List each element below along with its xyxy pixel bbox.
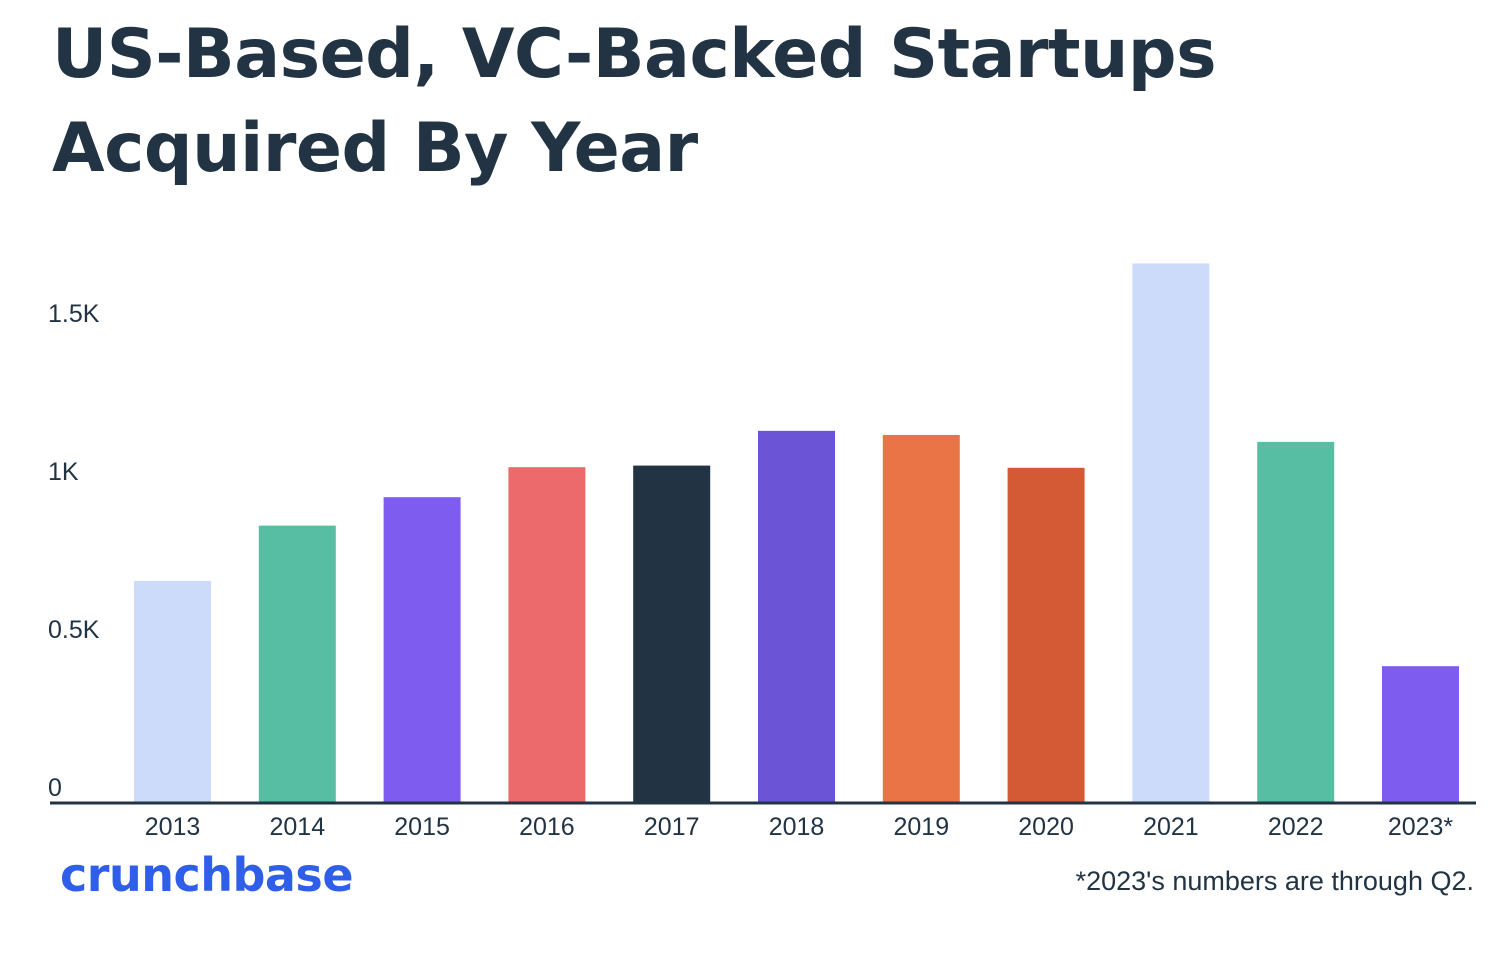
x-tick-label: 2021 — [1143, 813, 1199, 841]
y-tick-label: 1K — [48, 458, 79, 486]
x-tick-label: 2015 — [394, 813, 450, 841]
chart-title: US-Based, VC-Backed Startups Acquired By… — [52, 15, 1217, 188]
x-tick-label: 2017 — [644, 813, 700, 841]
x-tick-label: 2018 — [769, 813, 825, 841]
bar-2018 — [758, 430, 835, 802]
x-tick-label: 2019 — [893, 813, 949, 841]
x-tick-label: 2013 — [145, 813, 201, 841]
x-tick-label: 2014 — [269, 813, 325, 841]
y-tick-label: 0.5K — [48, 616, 100, 644]
bar-2021 — [1132, 263, 1210, 802]
bars — [134, 263, 1459, 802]
bar-2015 — [383, 497, 461, 802]
footnote: *2023's numbers are through Q2. — [1075, 866, 1474, 896]
bar-2016 — [508, 467, 586, 802]
x-tick-label: 2020 — [1018, 813, 1074, 841]
crunchbase-logo: crunchbase — [60, 848, 354, 902]
bar-2022 — [1257, 441, 1335, 802]
x-tick-label: 2022 — [1268, 813, 1324, 841]
y-axis-ticks: 0 0.5K 1K 1.5K — [48, 300, 100, 802]
x-tick-label: 2023* — [1388, 813, 1454, 841]
bar-2013 — [134, 580, 211, 802]
bar-2017 — [633, 465, 711, 802]
y-tick-label: 1.5K — [48, 300, 100, 328]
bar-2020 — [1007, 467, 1085, 802]
bar-2014 — [258, 525, 336, 802]
bar-2019 — [882, 434, 960, 802]
x-tick-label: 2016 — [519, 813, 575, 841]
y-tick-label: 0 — [48, 774, 62, 802]
x-axis-labels: 2013 2014 2015 2016 2017 2018 2019 2020 2021 2022… — [145, 813, 1454, 841]
bar-2023 — [1382, 666, 1459, 802]
